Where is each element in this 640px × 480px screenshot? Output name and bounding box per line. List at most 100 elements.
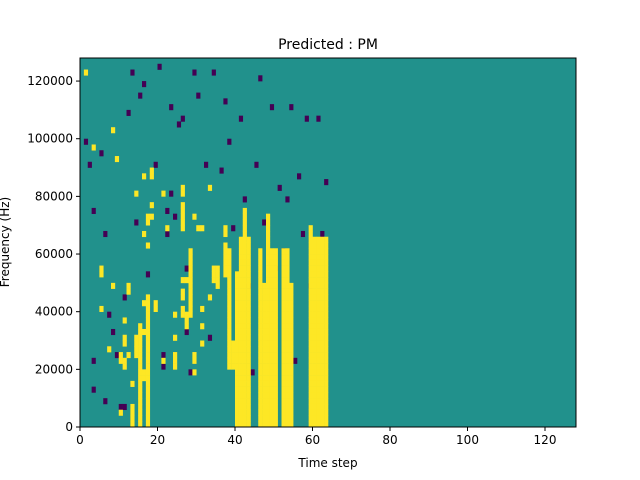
- heatmap-cell-high: [227, 271, 232, 278]
- heatmap-cell-high: [258, 248, 263, 255]
- heatmap-cell-high: [308, 277, 313, 284]
- heatmap-cell-high: [227, 317, 232, 324]
- heatmap-cell-high: [122, 334, 127, 341]
- heatmap-cell-high: [266, 375, 271, 382]
- heatmap-cell-high: [246, 334, 251, 341]
- heatmap-cell-high: [269, 369, 275, 376]
- heatmap-cell-high: [235, 294, 240, 301]
- plot-frame: [79, 57, 577, 428]
- heatmap-cell-high: [285, 398, 290, 405]
- heatmap-cell-high: [258, 346, 263, 353]
- heatmap-cell-high: [281, 369, 286, 376]
- heatmap-cell-high: [308, 403, 313, 411]
- heatmap-cell-high: [312, 403, 317, 411]
- heatmap-cell-low: [103, 230, 108, 238]
- y-axis-label: Frequency (Hz): [0, 197, 12, 288]
- heatmap-cell-high: [258, 334, 263, 341]
- heatmap-cell-high: [180, 277, 185, 284]
- heatmap-cell-high: [231, 352, 236, 359]
- heatmap-cell-high: [184, 311, 189, 318]
- heatmap-cell-high: [235, 305, 240, 312]
- heatmap-cell-low: [111, 328, 116, 336]
- heatmap-cell-high: [223, 271, 228, 278]
- heatmap-cell-high: [180, 294, 185, 301]
- heatmap-cell-high: [320, 259, 325, 266]
- heatmap-cell-high: [312, 375, 317, 382]
- heatmap-cell-high: [227, 277, 232, 284]
- heatmap-cell-high: [289, 363, 294, 370]
- heatmap-cell-high: [242, 317, 247, 324]
- heatmap-cell-high: [324, 398, 329, 405]
- heatmap-cell-low: [304, 115, 309, 122]
- heatmap-cell-high: [308, 386, 313, 393]
- heatmap-cell-high: [316, 403, 321, 411]
- heatmap-cell-high: [324, 294, 329, 301]
- heatmap-cell-high: [235, 317, 240, 324]
- heatmap-cell-low: [196, 92, 201, 99]
- heatmap-cell-high: [285, 386, 290, 393]
- heatmap-cell-high: [324, 236, 329, 243]
- heatmap-cell-high: [196, 225, 201, 232]
- heatmap-cell-high: [316, 375, 321, 382]
- heatmap-cell-high: [312, 352, 317, 359]
- heatmap-cell-high: [316, 363, 321, 370]
- heatmap-cell-high: [289, 409, 294, 416]
- heatmap-cell-low: [169, 190, 174, 197]
- heatmap-cell-high: [316, 357, 321, 364]
- heatmap-cell-high: [231, 340, 236, 347]
- heatmap-cell-high: [145, 340, 151, 347]
- heatmap-cell-high: [122, 363, 127, 370]
- heatmap-cell-high: [269, 352, 275, 359]
- heatmap-cell-high: [266, 398, 271, 405]
- heatmap-cell-high: [242, 409, 247, 416]
- heatmap-cell-high: [266, 409, 271, 416]
- heatmap-cell-high: [258, 328, 263, 336]
- heatmap-cell-high: [258, 352, 263, 359]
- heatmap-cell-high: [320, 352, 325, 359]
- heatmap-cell-high: [320, 392, 325, 399]
- heatmap-cell-high: [273, 363, 278, 370]
- heatmap-cell-high: [312, 323, 317, 330]
- heatmap-cell-low: [103, 398, 108, 405]
- heatmap-cell-high: [238, 254, 244, 261]
- heatmap-cell-low: [277, 184, 282, 191]
- heatmap-cell-high: [242, 242, 247, 249]
- heatmap-cell-high: [188, 259, 193, 266]
- heatmap-cell-high: [258, 375, 263, 382]
- y-tick-label: 60000: [35, 247, 73, 261]
- heatmap-cell-high: [246, 352, 251, 359]
- heatmap-cell-high: [180, 202, 185, 209]
- x-tick-label: 100: [456, 433, 479, 447]
- heatmap-cell-high: [200, 225, 205, 232]
- heatmap-cell-high: [308, 415, 313, 422]
- heatmap-cell-high: [145, 375, 151, 382]
- heatmap-cell-high: [324, 265, 329, 272]
- heatmap-cell-high: [266, 225, 271, 232]
- heatmap-cell-high: [324, 409, 329, 416]
- heatmap-cell-low: [316, 115, 321, 122]
- heatmap-cell-high: [273, 282, 278, 289]
- heatmap-cell-high: [242, 236, 247, 243]
- heatmap-cell-high: [269, 300, 275, 307]
- heatmap-cell-high: [266, 386, 271, 393]
- heatmap-cell-high: [145, 352, 151, 359]
- heatmap-cell-low: [91, 207, 96, 214]
- heatmap-cell-high: [145, 392, 151, 399]
- heatmap-cell-high: [266, 415, 271, 422]
- heatmap-cell-high: [324, 328, 329, 336]
- heatmap-cell-high: [316, 277, 321, 284]
- heatmap-cell-high: [246, 300, 251, 307]
- heatmap-cell-high: [320, 323, 325, 330]
- heatmap-cell-high: [316, 409, 321, 416]
- heatmap-cell-high: [269, 254, 275, 261]
- heatmap-cell-low: [254, 161, 259, 168]
- heatmap-cell-high: [324, 403, 329, 411]
- heatmap-cell-high: [138, 334, 143, 341]
- heatmap-cell-high: [118, 352, 123, 359]
- heatmap-cell-high: [99, 265, 104, 272]
- heatmap-cell-high: [316, 259, 321, 266]
- heatmap-cell-high: [238, 398, 244, 405]
- heatmap-cell-high: [153, 305, 158, 312]
- heatmap-cell-high: [235, 357, 240, 364]
